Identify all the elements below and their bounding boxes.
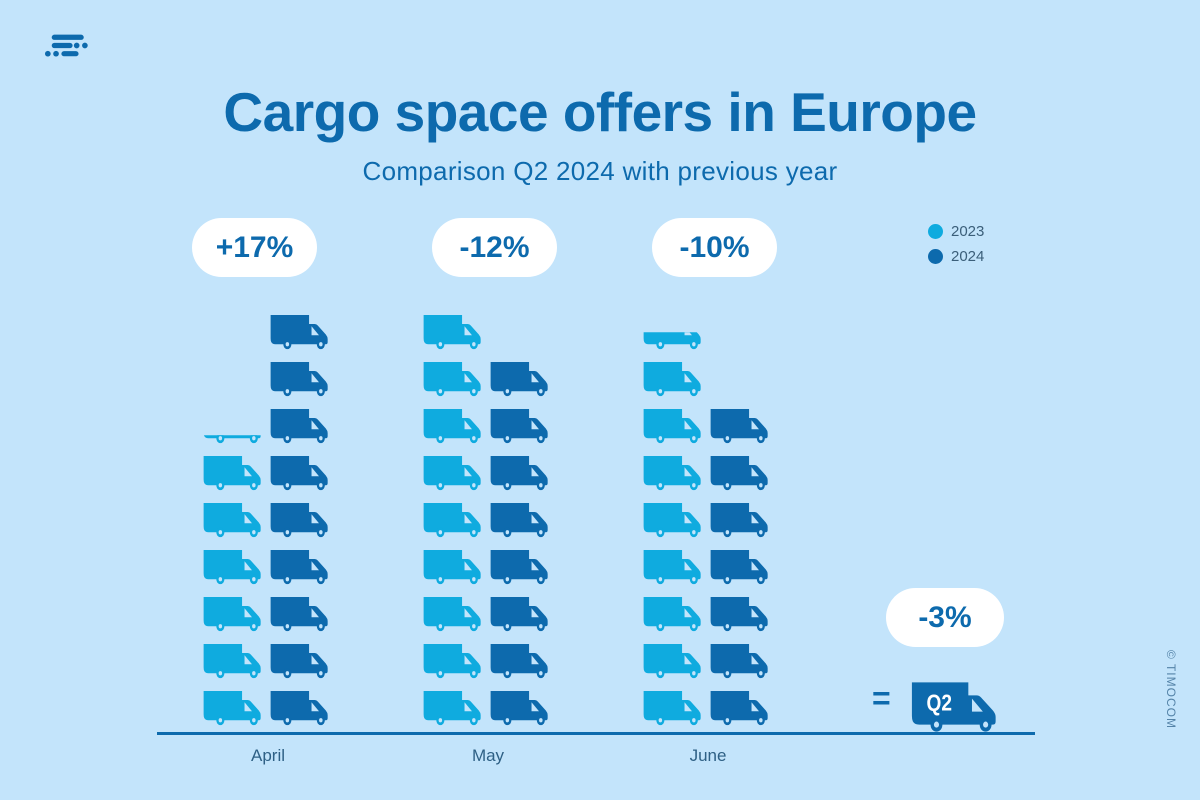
svg-text:Q2: Q2 bbox=[926, 691, 951, 716]
